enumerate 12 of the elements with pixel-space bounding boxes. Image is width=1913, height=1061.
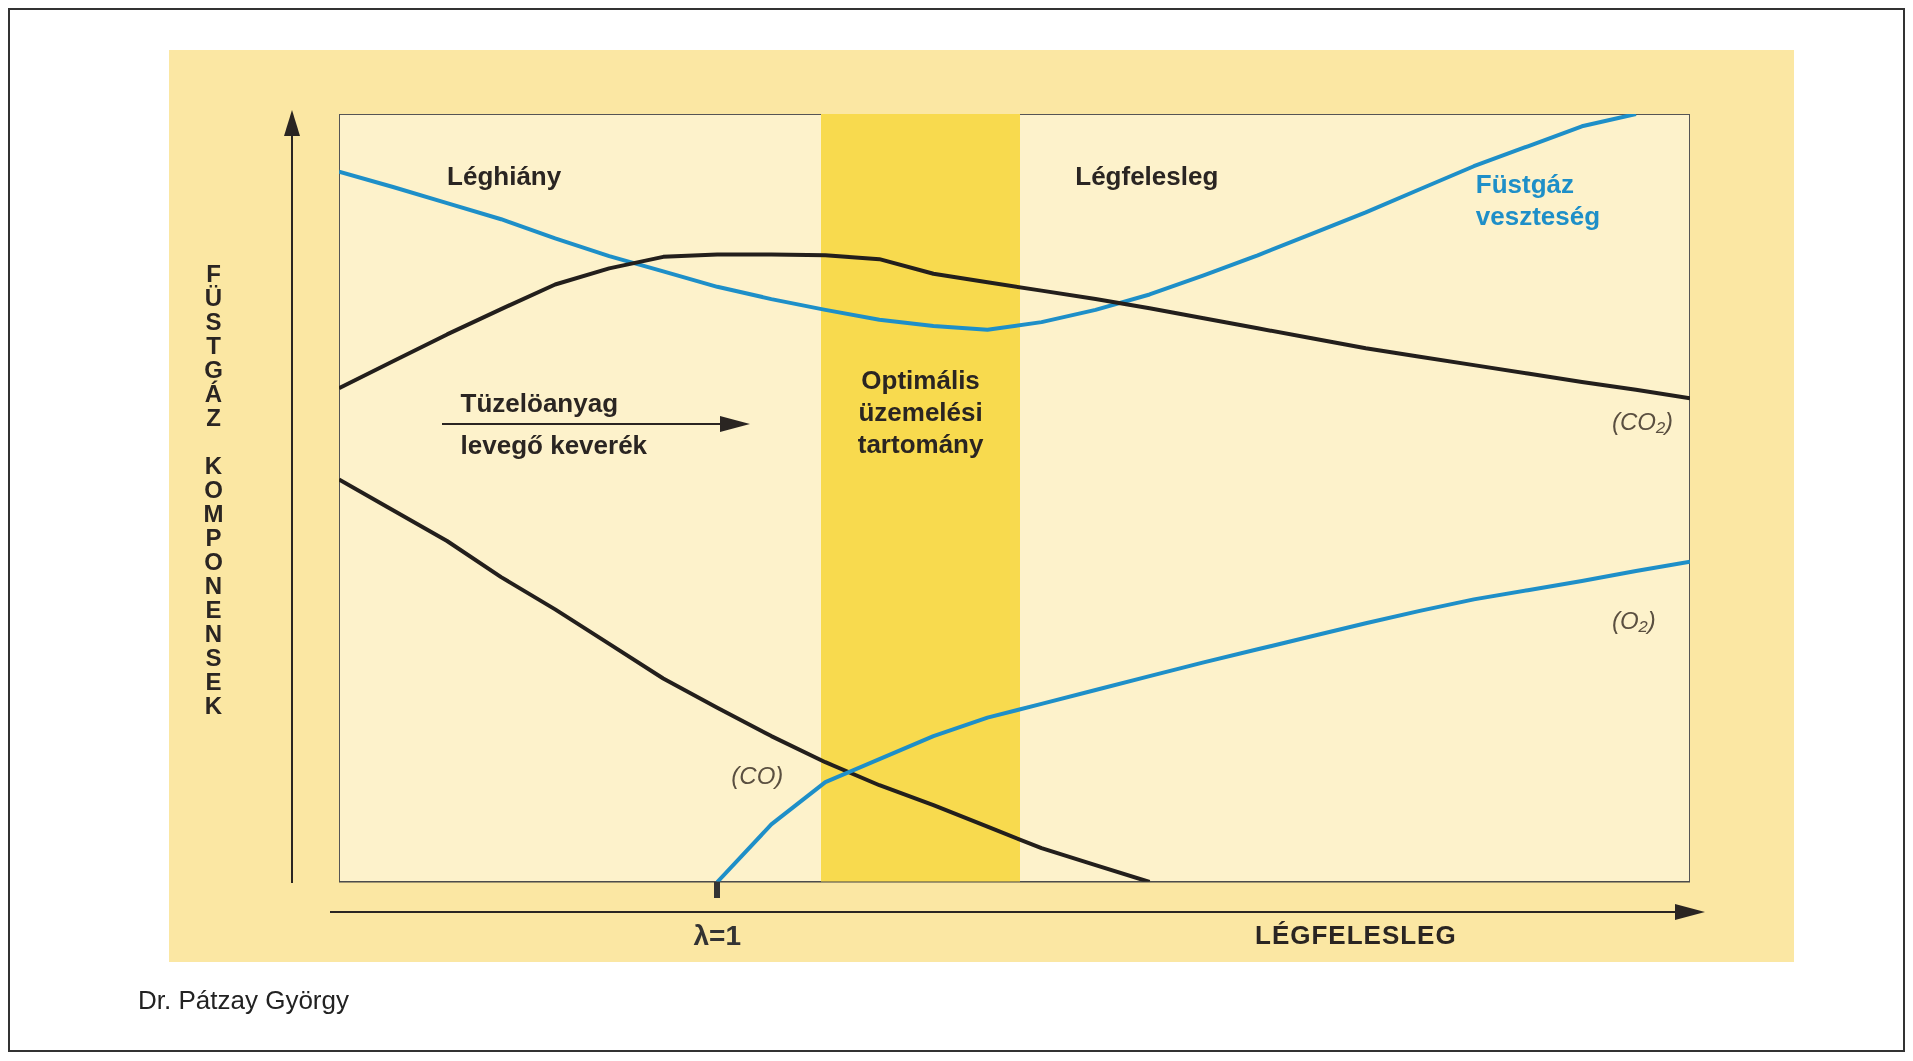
x-axis-title: LÉGFELESLEG	[1255, 920, 1457, 951]
series-label: Füstgáz veszteség	[1475, 168, 1602, 233]
annotation: Tüzelöanyag levegő keverék	[460, 386, 649, 461]
annotation: Léghiány	[447, 160, 562, 193]
annotation: Optimális üzemelési tartomány	[856, 364, 985, 460]
series-label: (O₂)	[1611, 605, 1656, 636]
text: λ=1	[692, 920, 742, 952]
annotation: Légfelesleg	[1075, 160, 1219, 193]
text: Dr. Pátzay György	[138, 985, 349, 1016]
y-axis-title: FÜSTGÁZ KOMPONENSEK	[200, 260, 227, 716]
series-label: (CO)	[731, 761, 784, 792]
series-label: (CO₂)	[1611, 407, 1674, 438]
